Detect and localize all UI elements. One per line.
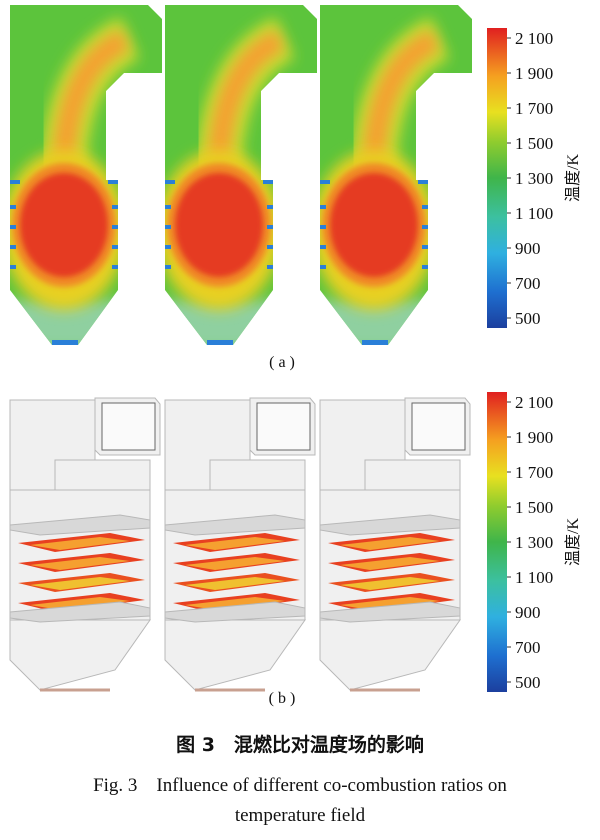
colorbar-tick-label: 900 bbox=[515, 603, 541, 622]
colorbar-tick-label: 1 700 bbox=[515, 463, 553, 482]
colorbar-tick-label: 1 700 bbox=[515, 99, 553, 118]
caption-cn: 图 3 混燃比对温度场的影响 bbox=[176, 734, 424, 756]
caption-en-line: Fig. 3 Influence of different co-combust… bbox=[93, 775, 507, 796]
colorbar bbox=[487, 392, 507, 692]
colorbar-tick-label: 1 900 bbox=[515, 64, 553, 83]
colorbar-title: 温度/K bbox=[564, 154, 582, 202]
colorbar-tick-label: 1 500 bbox=[515, 498, 553, 517]
caption-en-line: temperature field bbox=[234, 805, 366, 826]
colorbar-tick-label: 2 100 bbox=[515, 393, 553, 412]
colorbar-tick-label: 500 bbox=[515, 673, 541, 692]
colorbar-tick-label: 900 bbox=[515, 239, 541, 258]
colorbar-tick-label: 1 300 bbox=[515, 533, 553, 552]
colorbar-tick-label: 700 bbox=[515, 638, 541, 657]
colorbar bbox=[487, 28, 507, 328]
furnace-3d-slices bbox=[8, 396, 162, 692]
colorbar-tick-label: 1 100 bbox=[515, 204, 553, 223]
panel-label: ( a ) bbox=[269, 354, 295, 371]
furnace-3d-slices bbox=[318, 396, 472, 692]
furnace-3d-slices bbox=[163, 396, 317, 692]
panel-label: ( b ) bbox=[269, 690, 296, 707]
figure: 2 100 1 900 1 700 1 500 1 300 1 100 900 700 500 温… bbox=[0, 0, 582, 707]
colorbar-tick-label: 1 900 bbox=[515, 428, 553, 447]
furnace-temperature-map bbox=[310, 0, 480, 350]
colorbar-tick-label: 1 500 bbox=[515, 134, 553, 153]
colorbar-tick-label: 1 100 bbox=[515, 568, 553, 587]
furnace-temperature-map bbox=[0, 0, 170, 350]
colorbar-tick-label: 2 100 bbox=[515, 29, 553, 48]
furnace-temperature-map bbox=[155, 0, 325, 350]
colorbar-tick-label: 700 bbox=[515, 274, 541, 293]
colorbar-tick-label: 500 bbox=[515, 309, 541, 328]
colorbar-title: 温度/K bbox=[564, 518, 582, 566]
colorbar-tick-label: 1 300 bbox=[515, 169, 553, 188]
